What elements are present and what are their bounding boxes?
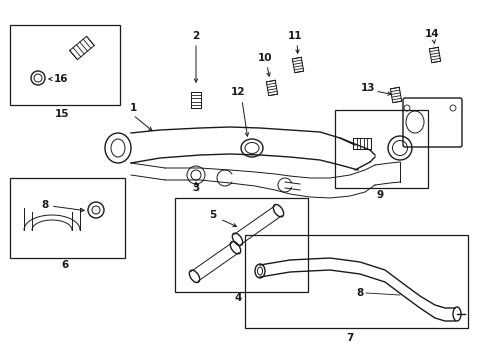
Text: 2: 2: [192, 31, 199, 41]
Text: 10: 10: [257, 53, 272, 63]
Text: 16: 16: [54, 74, 68, 84]
Text: 6: 6: [61, 260, 68, 270]
Text: 13: 13: [360, 83, 374, 93]
Text: 1: 1: [129, 103, 136, 113]
Text: 14: 14: [424, 29, 438, 39]
Text: 7: 7: [346, 333, 353, 343]
Bar: [10, 178, 125, 258]
Text: 5: 5: [209, 210, 216, 220]
Text: 8: 8: [41, 200, 48, 210]
Text: 9: 9: [376, 190, 383, 200]
Text: 8: 8: [356, 288, 363, 298]
Bar: [334, 110, 427, 188]
Bar: [10, 25, 120, 105]
Bar: [244, 235, 467, 328]
Text: 12: 12: [230, 87, 245, 97]
Text: 4: 4: [234, 293, 241, 303]
Text: 3: 3: [192, 183, 199, 193]
Text: 11: 11: [287, 31, 302, 41]
Bar: [175, 198, 307, 292]
Text: 15: 15: [55, 109, 69, 119]
